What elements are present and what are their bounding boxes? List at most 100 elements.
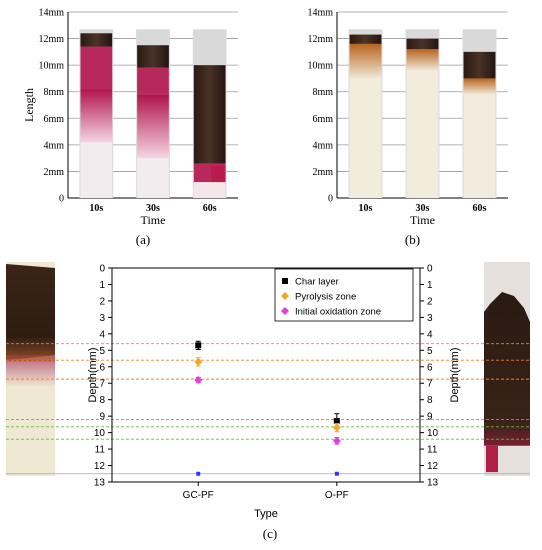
x-tick-label: GC-PF bbox=[183, 490, 214, 501]
pyrolysis-zone bbox=[349, 43, 382, 79]
y-axis-label-left: Depth(mm) bbox=[87, 347, 99, 402]
y-tick-label: 10mm bbox=[38, 61, 64, 72]
y-tick-label-right: 1 bbox=[427, 280, 433, 291]
y-tick-label-right: 7 bbox=[427, 379, 433, 390]
y-tick-label-left: 4 bbox=[99, 329, 105, 340]
data-point-initial-oxidation-zone bbox=[194, 375, 203, 384]
y-tick-label-left: 1 bbox=[99, 280, 105, 291]
x-tick-label: 30s bbox=[146, 203, 160, 214]
y-tick-label: 4mm bbox=[312, 140, 333, 151]
x-axis-label: Time bbox=[410, 213, 435, 227]
y-tick-label-right: 12 bbox=[427, 461, 439, 472]
y-tick-label-left: 9 bbox=[99, 412, 105, 423]
specimen-tip bbox=[193, 182, 226, 198]
y-tick-label: 12mm bbox=[307, 34, 333, 45]
data-point-char-layer bbox=[333, 418, 340, 425]
y-tick-label-right: 10 bbox=[427, 428, 439, 439]
y-tick-label: 14mm bbox=[38, 8, 64, 19]
x-tick-label: 60s bbox=[473, 203, 487, 214]
y-tick-label-left: 11 bbox=[95, 445, 106, 456]
y-tick-label: 10mm bbox=[307, 61, 333, 72]
legend-label: Pyrolysis zone bbox=[295, 292, 356, 303]
y-axis-label: Length bbox=[22, 88, 36, 122]
pyrolysis-zone bbox=[463, 78, 496, 95]
legend-box bbox=[274, 268, 414, 322]
panel-label: (b) bbox=[405, 232, 420, 247]
pyrolysis-zone bbox=[80, 46, 113, 90]
baseline-marker bbox=[334, 471, 339, 476]
y-tick-label: 2mm bbox=[312, 167, 333, 178]
y-tick-label-left: 12 bbox=[94, 461, 106, 472]
y-axis-label-right: Depth(mm) bbox=[449, 347, 461, 402]
pyrolysis-zone bbox=[137, 67, 169, 95]
y-tick-label-right: 0 bbox=[427, 264, 433, 275]
char-layer bbox=[406, 38, 439, 50]
plot-frame bbox=[111, 267, 421, 483]
y-tick-label: 4mm bbox=[43, 140, 64, 151]
photo-pyrolysis-band bbox=[6, 355, 55, 362]
y-tick-label-left: 5 bbox=[99, 346, 105, 357]
y-tick-label-right: 8 bbox=[427, 395, 433, 406]
panel-label: (c) bbox=[263, 526, 277, 541]
y-tick-label-right: 5 bbox=[427, 346, 433, 357]
y-tick-label: 8mm bbox=[312, 87, 333, 98]
y-tick-label-right: 11 bbox=[427, 445, 438, 456]
y-tick-label-left: 13 bbox=[94, 478, 106, 489]
x-tick-label: 60s bbox=[203, 203, 217, 214]
panel-label: (a) bbox=[136, 232, 150, 247]
legend-label: Char layer bbox=[295, 277, 339, 288]
x-tick-label: 10s bbox=[89, 203, 103, 214]
panel-a: 0 2mm 4mm 6mm 8mm 10mm 12mm 14mm 10s 30s 60s Time Le… bbox=[22, 8, 238, 247]
pyrolysis-zone bbox=[406, 49, 439, 71]
char-layer bbox=[80, 33, 113, 47]
y-tick-label: 6mm bbox=[312, 114, 333, 125]
y-tick-label-left: 2 bbox=[99, 296, 105, 307]
x-tick-label: 10s bbox=[359, 203, 373, 214]
y-tick-label: 14mm bbox=[307, 8, 333, 19]
y-tick-label: 0 bbox=[328, 194, 333, 205]
photo-char-layer bbox=[484, 292, 530, 446]
y-tick-label-left: 7 bbox=[99, 379, 105, 390]
char-layer bbox=[463, 51, 496, 79]
legend-marker bbox=[282, 278, 288, 284]
data-point-char-layer bbox=[195, 342, 202, 349]
photo-oxidation-band bbox=[486, 445, 498, 473]
baseline-marker bbox=[196, 471, 201, 476]
y-tick-label-left: 0 bbox=[99, 264, 105, 275]
char-layer bbox=[137, 45, 169, 68]
x-axis-label: Type bbox=[254, 508, 278, 520]
y-tick-label-right: 13 bbox=[427, 478, 439, 489]
panel-b: 0 2mm 4mm 6mm 8mm 10mm 12mm 14mm 10s 30s 60s Time (b… bbox=[307, 8, 508, 247]
data-point-initial-oxidation-zone bbox=[332, 436, 341, 445]
oxidation-zone bbox=[211, 166, 226, 183]
y-tick-label-left: 8 bbox=[99, 395, 105, 406]
data-point-pyrolysis-zone bbox=[194, 357, 203, 366]
x-axis-label: Time bbox=[141, 213, 166, 227]
y-tick-label: 8mm bbox=[43, 87, 64, 98]
oxidation-zone bbox=[137, 94, 169, 159]
y-tick-label: 2mm bbox=[43, 167, 64, 178]
legend-marker bbox=[281, 292, 289, 300]
char-layer bbox=[349, 34, 382, 44]
x-tick-label: O-PF bbox=[325, 490, 349, 501]
y-tick-label-left: 10 bbox=[94, 428, 106, 439]
y-tick-label-right: 2 bbox=[427, 296, 433, 307]
y-tick-label-left: 6 bbox=[99, 362, 105, 373]
y-tick-label: 0 bbox=[59, 194, 64, 205]
data-point-pyrolysis-zone bbox=[332, 423, 341, 432]
y-tick-label-right: 4 bbox=[427, 329, 433, 340]
y-tick-label-left: 3 bbox=[99, 313, 105, 324]
y-tick-label: 12mm bbox=[38, 34, 64, 45]
photo-char-layer bbox=[6, 264, 55, 361]
legend-label: Initial oxidation zone bbox=[295, 307, 381, 318]
char-layer bbox=[193, 65, 226, 164]
y-tick-label-right: 3 bbox=[427, 313, 433, 324]
oxidation-zone bbox=[80, 89, 113, 143]
legend-marker bbox=[281, 307, 289, 315]
y-tick-label-right: 9 bbox=[427, 412, 433, 423]
photo-oxidation-band bbox=[6, 360, 55, 387]
y-tick-label: 6mm bbox=[43, 114, 64, 125]
x-tick-label: 30s bbox=[416, 203, 430, 214]
